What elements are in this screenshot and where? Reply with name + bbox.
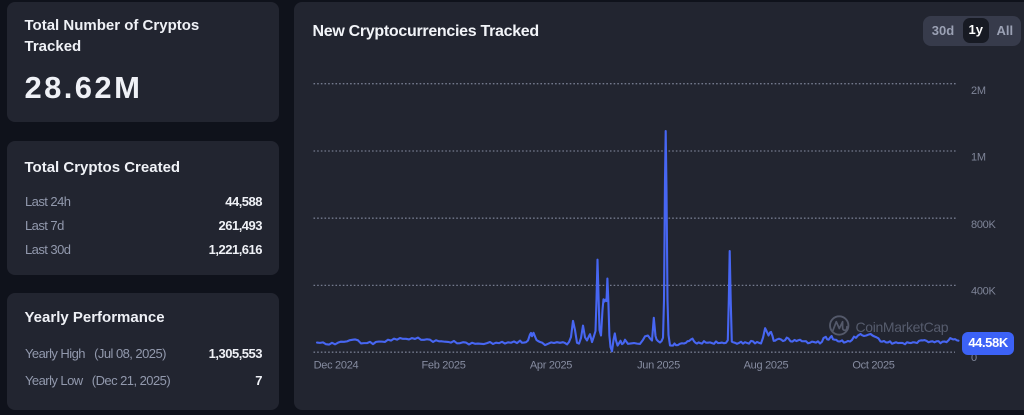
svg-text:Aug 2025: Aug 2025 xyxy=(744,360,789,372)
svg-text:0: 0 xyxy=(971,352,977,364)
svg-text:2M: 2M xyxy=(971,85,986,97)
svg-text:Feb 2025: Feb 2025 xyxy=(421,360,465,372)
svg-text:Apr 2025: Apr 2025 xyxy=(530,360,572,372)
svg-text:Oct 2025: Oct 2025 xyxy=(852,360,894,372)
svg-text:1M: 1M xyxy=(971,152,986,164)
svg-text:800K: 800K xyxy=(971,219,996,231)
svg-text:400K: 400K xyxy=(971,286,996,298)
svg-text:CoinMarketCap: CoinMarketCap xyxy=(856,319,949,335)
svg-text:Jun 2025: Jun 2025 xyxy=(637,360,680,372)
svg-text:Dec 2024: Dec 2024 xyxy=(314,360,359,372)
